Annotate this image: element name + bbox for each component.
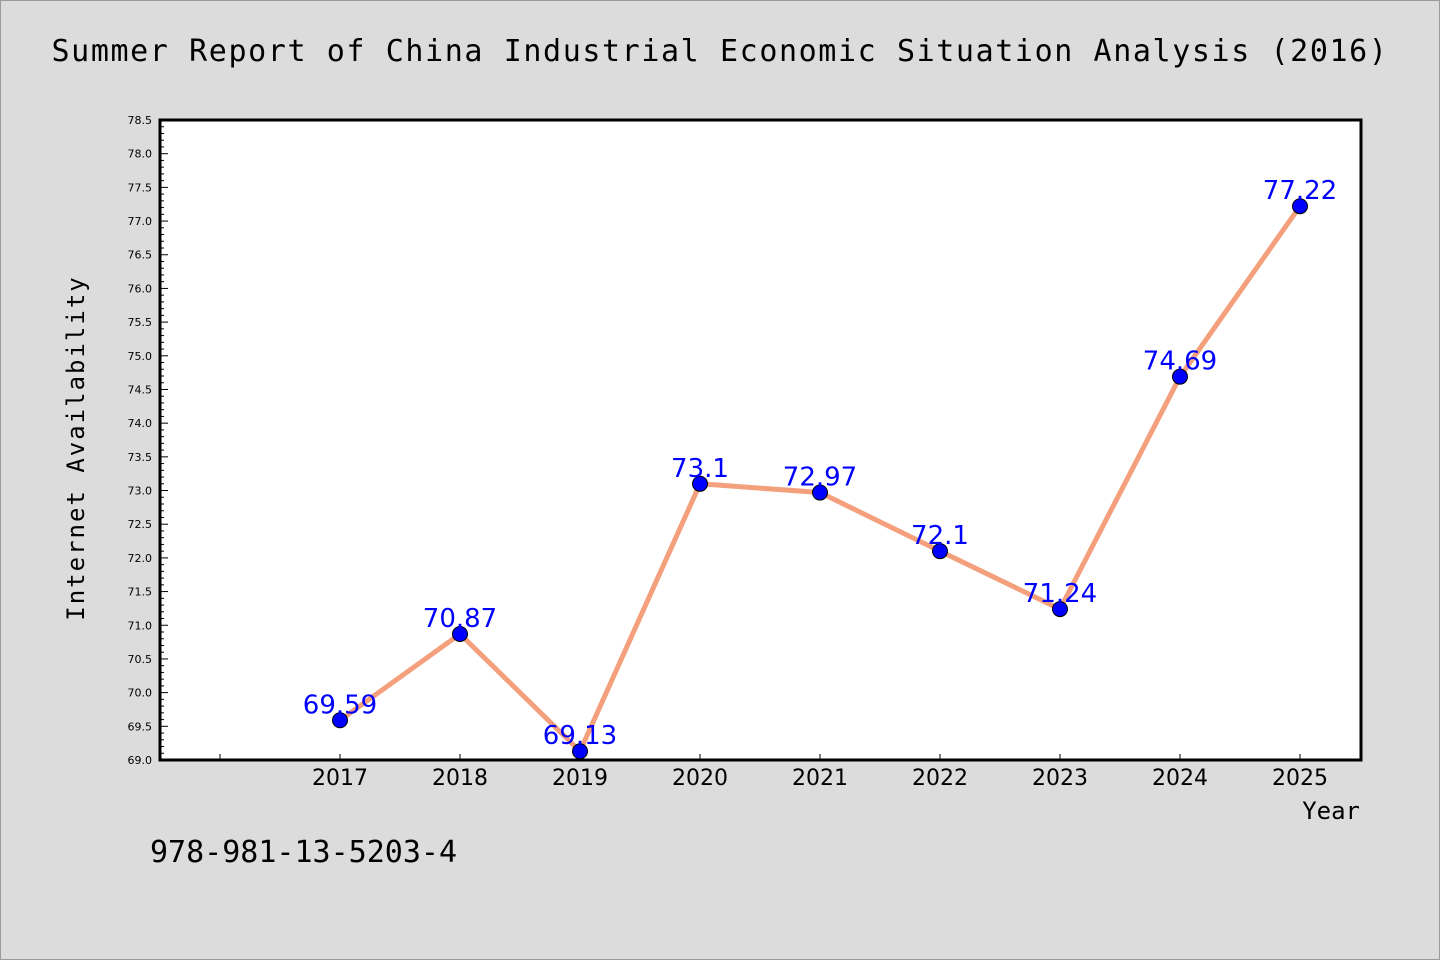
- y-tick-label: 72.0: [128, 552, 153, 565]
- data-label: 70.87: [423, 604, 497, 634]
- y-axis-label: Internet Availability: [62, 275, 90, 621]
- y-tick-label: 74.5: [128, 383, 153, 396]
- y-tick-label: 69.0: [128, 754, 153, 767]
- data-label: 69.59: [303, 690, 377, 720]
- y-tick-label: 77.5: [128, 181, 153, 194]
- y-tick-label: 71.0: [128, 619, 153, 632]
- y-tick-label: 78.5: [128, 114, 153, 127]
- y-tick-label: 69.5: [128, 720, 153, 733]
- y-tick-label: 71.5: [128, 586, 153, 599]
- data-label: 73.1: [671, 454, 729, 484]
- x-axis-label: Year: [1302, 797, 1360, 825]
- isbn-code: 978-981-13-5203-4: [150, 835, 458, 870]
- y-axis: 69.0 69.5 70.0 70.5 71.0 71.5 72.0 72.5 73.0 73.5…: [128, 114, 168, 767]
- y-tick-label: 78.0: [128, 148, 153, 161]
- y-tick-label: 76.5: [128, 249, 153, 262]
- y-tick-label: 73.5: [128, 451, 153, 464]
- data-label: 69.13: [543, 721, 617, 751]
- x-tick-label: 2022: [912, 766, 968, 791]
- x-tick-label: 2020: [672, 766, 728, 791]
- x-tick-label: 2018: [432, 766, 488, 791]
- y-tick-label: 70.5: [128, 653, 153, 666]
- data-point: [692, 475, 708, 492]
- x-axis: 2017 2018 2019 2020 2021 2022 2023 2024 2025: [219, 754, 1328, 791]
- y-tick-label: 72.5: [128, 518, 153, 531]
- data-label: 71.24: [1023, 579, 1097, 609]
- x-tick-label: 2025: [1272, 766, 1328, 791]
- chart-title: Summer Report of China Industrial Econom…: [51, 34, 1389, 69]
- data-point: [452, 626, 468, 643]
- x-tick-label: 2024: [1152, 766, 1208, 791]
- data-point: [332, 712, 348, 729]
- data-point: [1052, 601, 1068, 618]
- data-label: 72.97: [783, 463, 857, 493]
- data-point: [932, 543, 948, 560]
- y-tick-label: 77.0: [128, 215, 153, 228]
- x-tick-label: 2017: [312, 766, 368, 791]
- series-layer: 69.59 70.87 69.13 73.1 72.97 72.1 71.24 74.69 77…: [303, 176, 1337, 760]
- y-tick-label: 76.0: [128, 282, 153, 295]
- y-tick-label: 70.0: [128, 687, 153, 700]
- y-tick-label: 75.5: [128, 316, 153, 329]
- data-label: 74.69: [1143, 347, 1217, 377]
- x-tick-label: 2019: [552, 766, 608, 791]
- y-tick-label: 74.0: [128, 417, 153, 430]
- data-label: 77.22: [1263, 176, 1337, 206]
- y-tick-label: 73.0: [128, 485, 153, 498]
- y-tick-label: 75.0: [128, 350, 153, 363]
- data-point: [812, 484, 828, 501]
- data-label: 72.1: [911, 521, 969, 551]
- plot-border: [158, 118, 1363, 762]
- plot-area: [160, 120, 1361, 760]
- data-point: [1292, 198, 1308, 215]
- x-tick-label: 2023: [1032, 766, 1088, 791]
- x-tick-label: 2021: [792, 766, 848, 791]
- data-point: [1172, 368, 1188, 385]
